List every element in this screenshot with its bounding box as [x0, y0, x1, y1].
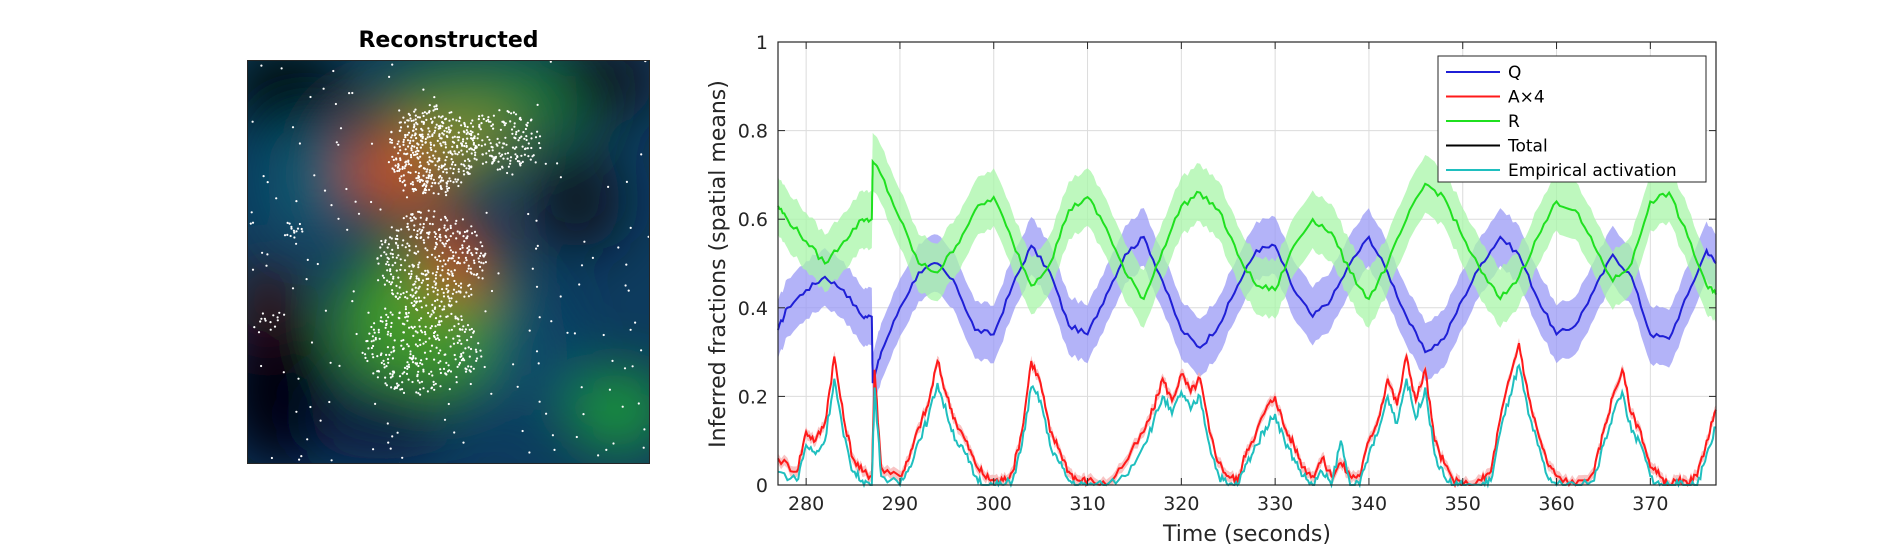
axes [777, 41, 1717, 486]
y-tick-labels: 0 0.2 0.4 0.6 0.8 1 [738, 32, 768, 497]
reconstructed-image [247, 60, 650, 464]
y-tick-label-4: 0.8 [738, 121, 768, 143]
x-axis-label: Time (seconds) [1162, 522, 1331, 544]
x-tick-label-7: 350 [1445, 493, 1481, 515]
y-tick-label-1: 0.2 [738, 386, 768, 408]
x-tick-labels: 280 290 300 310 320 330 340 350 360 370 [788, 493, 1668, 515]
confidence-bands [778, 132, 1716, 485]
series-line-empirical-activation [777, 363, 1717, 489]
y-tick-label-0: 0 [756, 475, 768, 497]
series-lines [777, 158, 1717, 489]
legend-label-4: Empirical activation [1508, 161, 1677, 181]
x-tick-label-0: 280 [788, 493, 824, 515]
plot-frame [777, 41, 1717, 486]
y-tick-label-3: 0.6 [738, 209, 768, 231]
y-tick-label-2: 0.4 [738, 298, 768, 320]
x-tick-label-1: 290 [882, 493, 918, 515]
x-tick-label-9: 370 [1632, 493, 1668, 515]
series-line-a-4 [777, 342, 1717, 489]
x-tick-label-6: 340 [1351, 493, 1387, 515]
series-line-q [777, 234, 1717, 384]
reconstructed-title: Reconstructed [358, 28, 539, 53]
y-tick-label-5: 1 [756, 32, 768, 54]
legend-box [1437, 55, 1707, 183]
legend-label-1: A×4 [1508, 88, 1545, 108]
x-tick-label-2: 300 [976, 493, 1012, 515]
x-tick-label-3: 310 [1069, 493, 1105, 515]
legend: Q A×4 R Total Empirical activation [1437, 55, 1707, 183]
band-r [778, 132, 1716, 328]
legend-label-0: Q [1508, 63, 1521, 83]
x-tick-label-8: 360 [1538, 493, 1574, 515]
legend-label-2: R [1508, 112, 1520, 132]
y-axis-label: Inferred fractions (spatial means) [706, 80, 731, 448]
x-tick-label-4: 320 [1163, 493, 1199, 515]
legend-label-3: Total [1507, 137, 1548, 157]
x-tick-label-5: 330 [1257, 493, 1293, 515]
series-line-r [777, 158, 1717, 301]
